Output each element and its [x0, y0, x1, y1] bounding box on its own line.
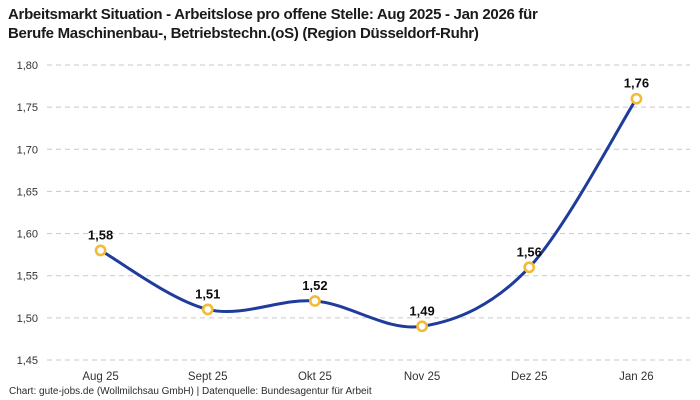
chart-title: Arbeitsmarkt Situation - Arbeitslose pro… [8, 5, 678, 43]
data-point-marker [416, 320, 428, 333]
x-axis-tick-label: Dez 25 [511, 371, 547, 383]
y-axis-tick-label: 1,75 [17, 102, 38, 114]
x-axis-tick-label: Aug 25 [82, 371, 118, 383]
y-axis-tick-label: 1,70 [17, 144, 38, 156]
y-axis-tick-label: 1,65 [17, 186, 38, 198]
data-point-marker [201, 303, 214, 316]
x-axis-tick-label: Okt 25 [298, 371, 332, 383]
x-axis-tick-label: Nov 25 [404, 371, 440, 383]
chart-title-line1: Arbeitsmarkt Situation - Arbeitslose pro… [8, 6, 538, 23]
data-point-marker [94, 244, 107, 257]
data-point-marker [523, 261, 536, 274]
data-point-label: 1,56 [517, 244, 542, 259]
data-series-line [99, 97, 638, 329]
y-axis-tick-label: 1,50 [17, 313, 38, 325]
data-point-label: 1,52 [302, 278, 327, 293]
y-axis-tick-label: 1,60 [17, 229, 38, 241]
y-axis-tick-label: 1,45 [17, 355, 38, 367]
data-point-marker [309, 295, 321, 307]
data-point-marker [630, 92, 643, 105]
data-point-label: 1,76 [624, 76, 649, 91]
data-point-label: 1,49 [409, 303, 434, 318]
chart-source-caption: Chart: gute-jobs.de (Wollmilchsau GmbH) … [9, 386, 372, 397]
x-axis-tick-label: Sept 25 [188, 371, 228, 383]
y-axis-tick-label: 1,55 [17, 271, 38, 283]
x-axis-tick-label: Jan 26 [619, 371, 654, 383]
data-point-label: 1,58 [88, 227, 113, 242]
data-point-label: 1,51 [195, 286, 220, 301]
chart-title-line2: Berufe Maschinenbau-, Betriebstechn.(oS)… [8, 25, 479, 42]
y-axis-tick-label: 1,80 [17, 60, 38, 72]
